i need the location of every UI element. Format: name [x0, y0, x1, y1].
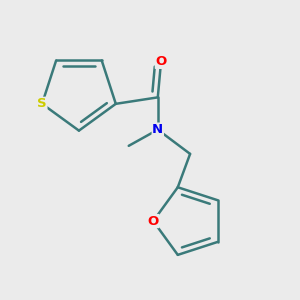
Text: S: S [37, 97, 47, 110]
Text: N: N [152, 123, 164, 136]
Text: O: O [148, 214, 159, 228]
Text: O: O [155, 55, 167, 68]
